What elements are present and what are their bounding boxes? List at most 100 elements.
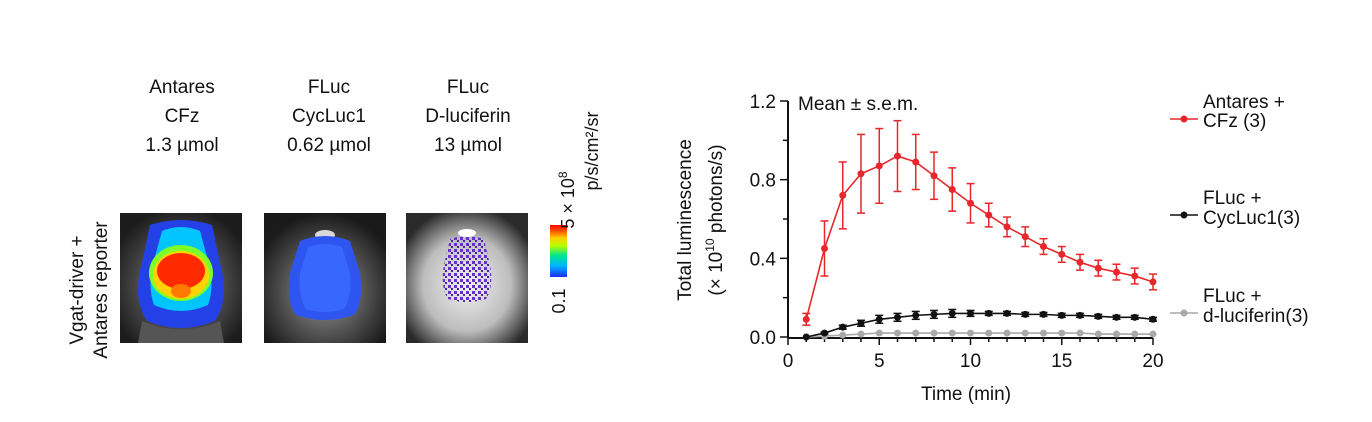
y-tick-label: 1.2 (750, 92, 776, 113)
data-point (1149, 315, 1157, 323)
data-point (1076, 311, 1084, 319)
y-tick-label: 0.0 (750, 328, 776, 349)
data-point (1040, 243, 1047, 251)
column-label-line3: 1.3 µmol (145, 135, 219, 156)
data-point (1003, 223, 1011, 231)
mouse-image-fluc-dluciferin (406, 213, 528, 343)
data-point (1058, 250, 1066, 258)
column-label-antares: Antares CFz 1.3 µmol (102, 73, 262, 160)
x-tick-label: 15 (1051, 351, 1072, 372)
data-point (857, 319, 865, 327)
series-line (805, 155, 1154, 320)
data-point (894, 329, 901, 337)
legend-marker-dluciferin (1180, 309, 1188, 317)
data-point (912, 311, 920, 319)
data-point (1131, 330, 1139, 338)
data-point (1149, 278, 1157, 286)
data-point (948, 186, 956, 193)
legend-marker-antares (1180, 115, 1188, 123)
colorbar-gradient (550, 225, 567, 277)
column-label-fluc-cycluc1: FLuc CycLuc1 0.62 µmol (249, 73, 409, 160)
data-point (875, 315, 883, 323)
y-axis-label-prefix: (× 10 (706, 252, 727, 296)
data-point (839, 323, 847, 331)
legend-item-dluciferin: FLuc + d-luciferin(3) (1170, 286, 1309, 327)
column-label-fluc-dluciferin: FLuc D-luciferin 13 µmol (388, 73, 548, 160)
data-point (1076, 329, 1084, 337)
data-point (802, 333, 810, 341)
legend-item-cycluc1: FLuc + CycLuc1(3) (1170, 188, 1300, 229)
legend-label-line2: d-luciferin(3) (1203, 306, 1309, 327)
data-point (1058, 311, 1066, 319)
data-point (948, 309, 956, 317)
x-tick-label: 0 (783, 351, 794, 372)
data-point (1113, 268, 1120, 276)
data-point (930, 310, 938, 318)
data-point (1003, 309, 1011, 317)
data-point (1021, 329, 1029, 337)
chart-annotation: Mean ± s.e.m. (798, 94, 918, 115)
data-point (1040, 329, 1047, 337)
data-point (875, 329, 883, 337)
y-tick-label: 0.4 (750, 249, 777, 270)
legend-label-line2: CycLuc1(3) (1203, 208, 1300, 229)
y-axis-label-suffix: photons/s) (706, 144, 727, 238)
legend-label-line2: CFz (3) (1203, 111, 1266, 132)
legend-label-line1: FLuc + (1203, 188, 1262, 209)
x-tick-label: 10 (960, 351, 981, 372)
data-point (967, 309, 974, 317)
data-point (1021, 233, 1029, 241)
mouse-image-fluc-cycluc1 (264, 213, 386, 343)
data-point (1003, 329, 1011, 337)
legend-label-line1: FLuc + (1203, 286, 1262, 307)
data-point (1021, 310, 1029, 318)
data-point (1076, 258, 1084, 266)
data-point (985, 211, 993, 219)
data-point (930, 172, 938, 180)
column-label-line2: CFz (164, 106, 200, 127)
y-axis-label-exponent: 10 (703, 238, 717, 252)
data-point (857, 330, 865, 338)
data-point (1149, 330, 1157, 338)
column-label-line1: FLuc (446, 77, 490, 98)
y-axis-label-line2: (× 1010 photons/s) (703, 144, 727, 295)
data-point (839, 331, 847, 339)
data-point (1113, 313, 1120, 321)
data-point (912, 158, 920, 166)
data-point (894, 152, 901, 160)
data-point (985, 329, 993, 337)
data-point (1131, 272, 1139, 280)
column-label-line3: 13 µmol (434, 135, 502, 156)
column-label-line3: 0.62 µmol (287, 135, 371, 156)
column-label-line1: Antares (149, 77, 215, 98)
data-point (857, 170, 865, 178)
data-point (1058, 329, 1066, 337)
data-point (948, 329, 956, 337)
data-point (1094, 264, 1102, 272)
y-tick-label: 0.8 (750, 171, 776, 192)
data-point (1131, 313, 1139, 321)
data-point (1094, 312, 1102, 320)
legend-item-antares: Antares + CFz (3) (1170, 92, 1285, 132)
series-0 (802, 119, 1157, 326)
data-point (967, 199, 974, 207)
series-1 (802, 308, 1157, 341)
y-axis-label-line1: Total luminescence (675, 139, 696, 301)
data-point (821, 329, 828, 337)
data-point (802, 315, 810, 323)
data-point (875, 162, 883, 170)
x-tick-label: 20 (1142, 351, 1163, 372)
data-point (967, 329, 974, 337)
data-point (912, 329, 920, 337)
x-tick-label: 5 (874, 351, 885, 372)
legend-marker-cycluc1 (1180, 211, 1188, 219)
data-point (1040, 310, 1047, 318)
column-label-line1: FLuc (307, 77, 351, 98)
mouse-image-antares-cfz (120, 213, 242, 343)
legend-label-line1: Antares + (1203, 92, 1285, 113)
data-point (894, 313, 901, 321)
data-point (1113, 330, 1120, 338)
data-point (821, 245, 828, 252)
data-point (985, 309, 993, 317)
